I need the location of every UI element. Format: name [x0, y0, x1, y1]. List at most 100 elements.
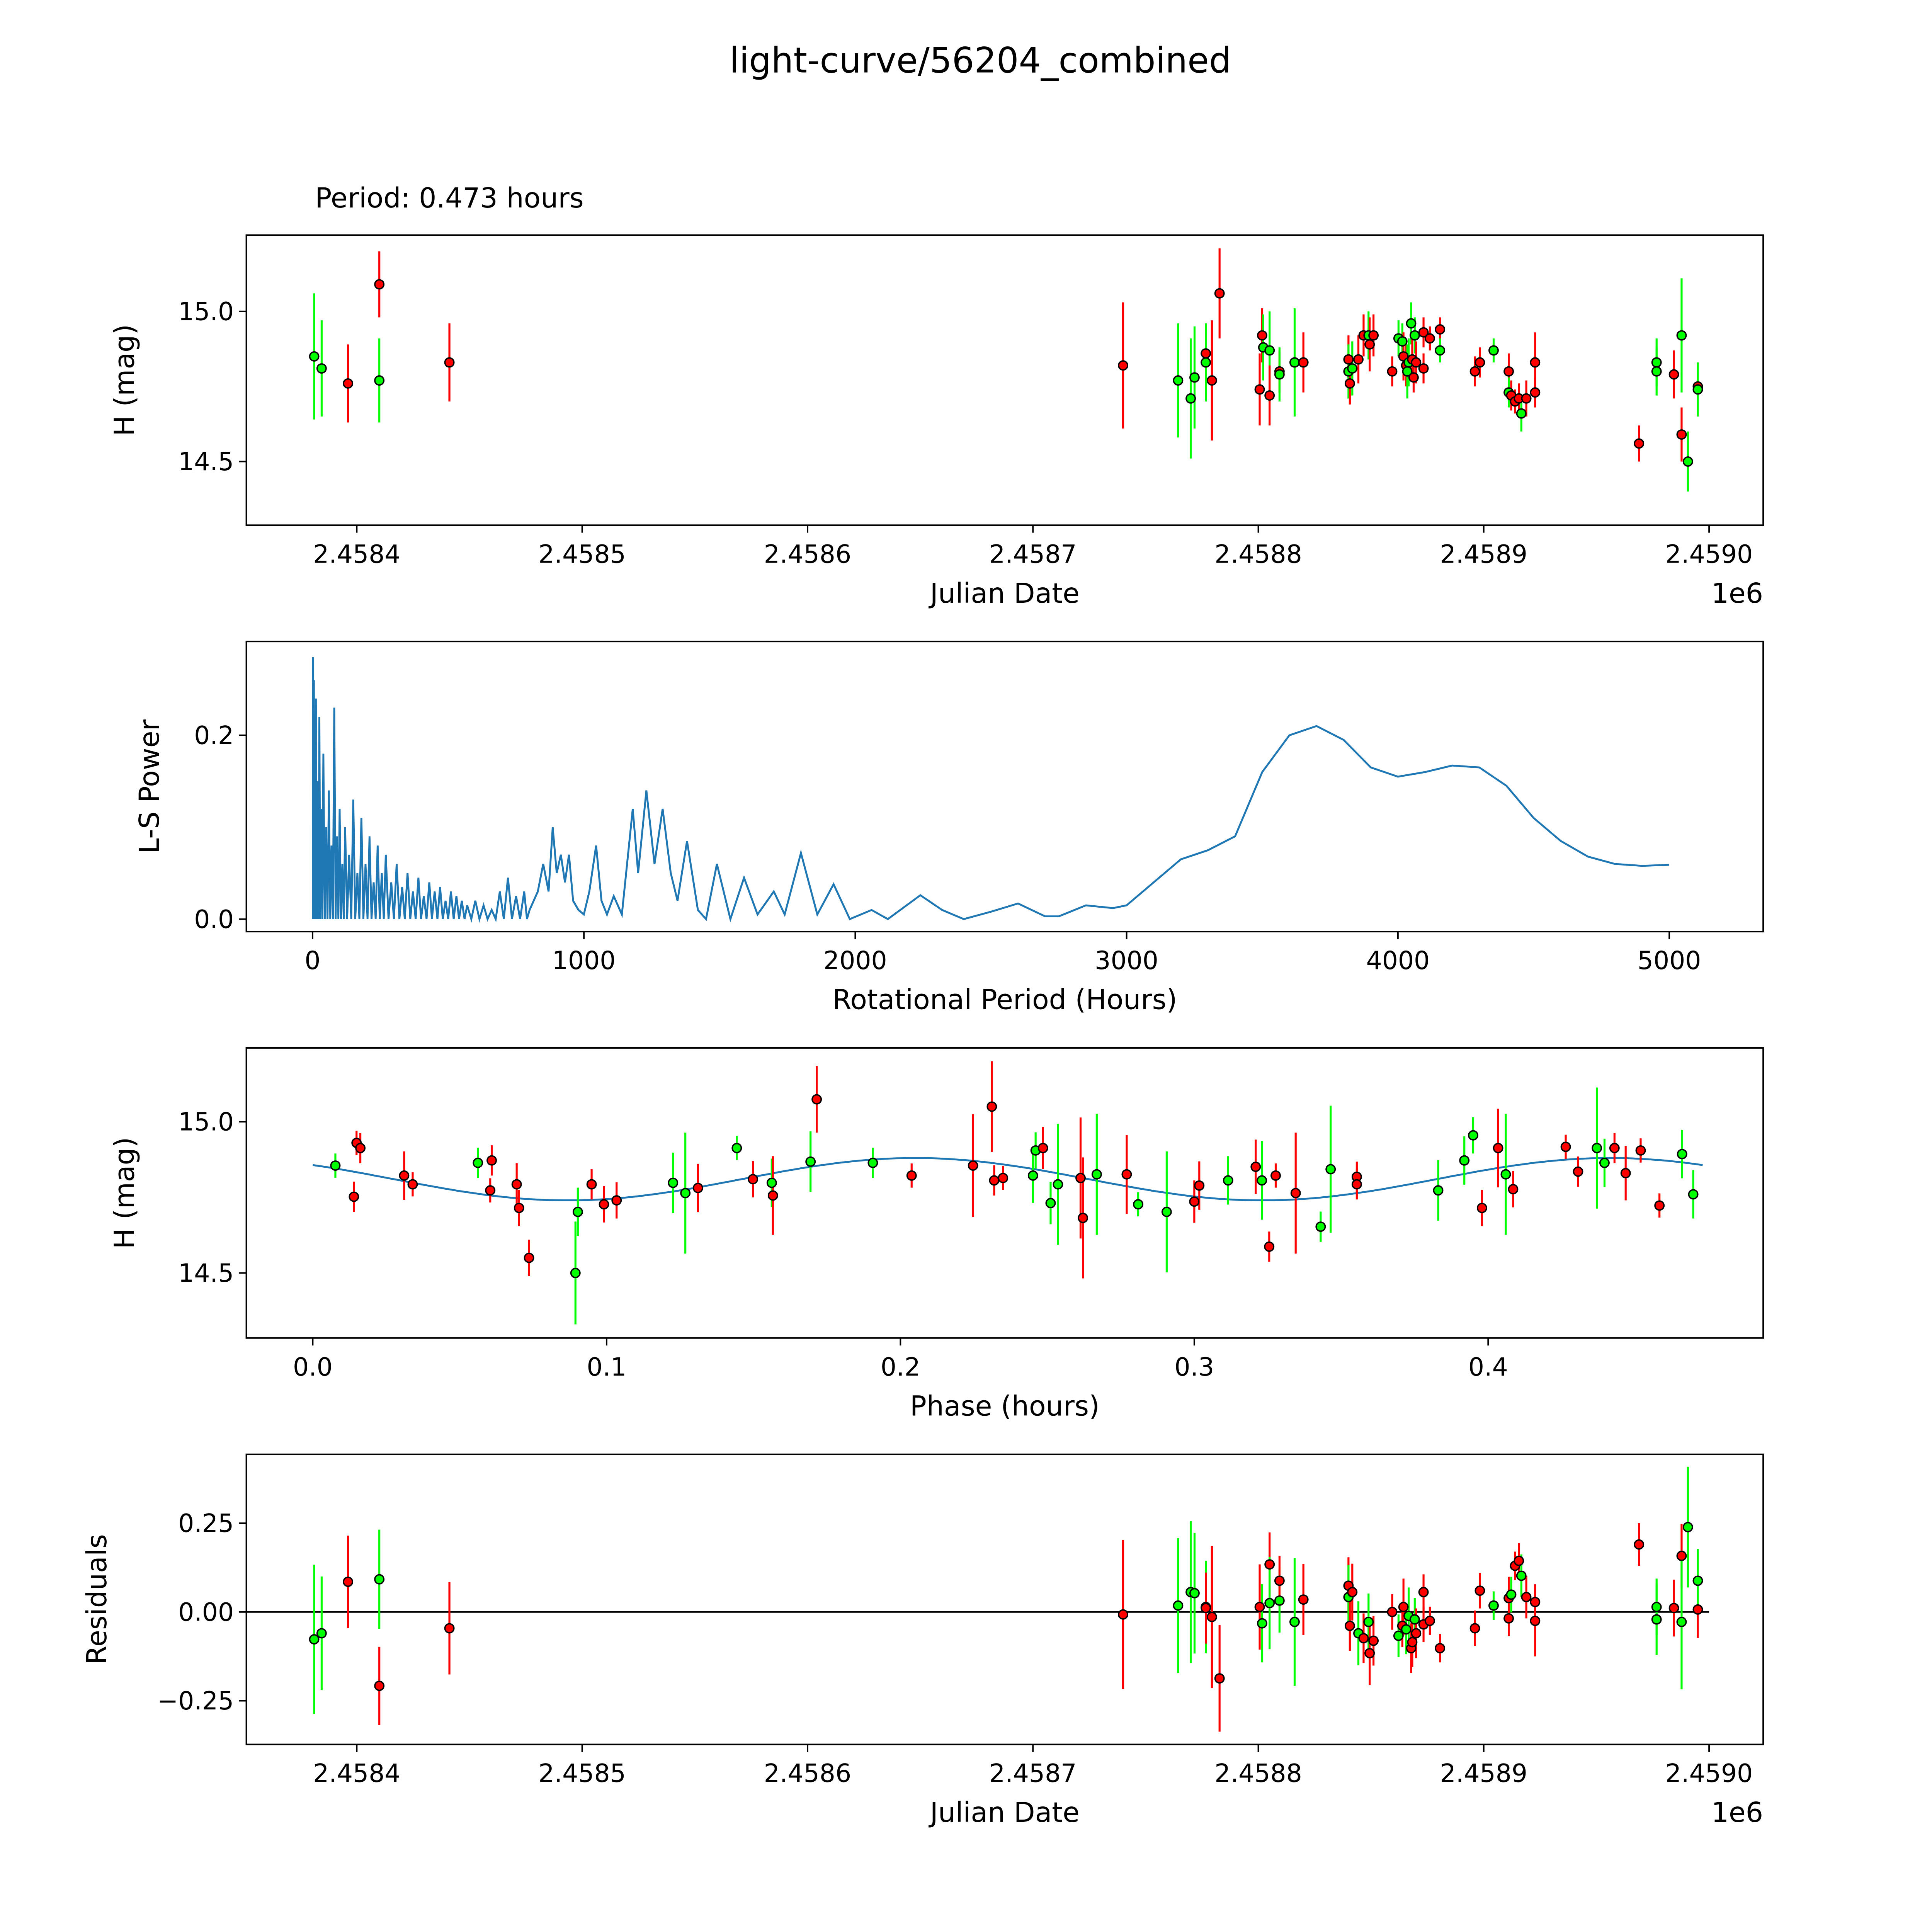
- data-point-red: [374, 279, 385, 290]
- data-point-red: [1503, 366, 1514, 377]
- data-point-red: [1514, 1556, 1524, 1566]
- data-point-green: [1692, 1575, 1703, 1586]
- data-point-red: [1121, 1169, 1132, 1180]
- data-point-red: [767, 1190, 778, 1201]
- data-point-red: [1387, 366, 1398, 377]
- data-point-red: [343, 378, 354, 389]
- x-tick-label: 4000: [1366, 946, 1430, 975]
- data-point-red: [989, 1175, 1000, 1186]
- data-point-green: [374, 375, 385, 386]
- data-point-green: [1676, 330, 1687, 341]
- x-tick-label: 2.4590: [1665, 540, 1753, 569]
- data-point-green: [1347, 363, 1358, 374]
- data-point-red: [1435, 324, 1446, 335]
- data-point-red: [1364, 339, 1375, 350]
- data-point-red: [1078, 1213, 1088, 1223]
- x-offset-text: 1e6: [1711, 1796, 1763, 1828]
- data-point-red: [1358, 1633, 1369, 1644]
- data-point-red: [1668, 1603, 1679, 1614]
- data-point-red: [811, 1094, 822, 1105]
- data-point-green: [1289, 357, 1300, 368]
- data-point-red: [1344, 378, 1355, 389]
- data-point-green: [316, 363, 327, 374]
- data-point-green: [1133, 1199, 1144, 1210]
- data-point-red: [1254, 1602, 1265, 1612]
- x-tick-label: 3000: [1095, 946, 1158, 975]
- data-point-red: [1118, 1609, 1128, 1620]
- data-point-green: [1409, 330, 1420, 341]
- data-point-red: [1476, 1202, 1487, 1213]
- data-point-green: [731, 1143, 742, 1153]
- data-point-green: [1173, 375, 1184, 386]
- data-point-red: [1201, 1603, 1211, 1614]
- data-point-red: [444, 357, 455, 368]
- x-axis-label: Phase (hours): [910, 1390, 1100, 1422]
- data-point-red: [355, 1143, 366, 1153]
- data-point-green: [1651, 1614, 1662, 1625]
- y-tick-label: 14.5: [178, 1259, 234, 1288]
- x-axis-label: Julian Date: [929, 577, 1080, 609]
- data-point-red: [1503, 1613, 1514, 1624]
- data-point-green: [570, 1268, 581, 1278]
- figure-title: light-curve/56204_combined: [730, 41, 1231, 81]
- data-point-green: [1289, 1617, 1300, 1627]
- data-point-green: [680, 1188, 691, 1199]
- panel-residuals: 2.4584 2.4585 2.4586 2.4587 2.4588 2.4589 2.45…: [81, 1453, 1764, 1828]
- x-tick-label: 0.4: [1468, 1353, 1508, 1382]
- data-point-green: [1223, 1175, 1233, 1186]
- axes-frame: [245, 641, 1764, 932]
- data-point-green: [309, 351, 320, 362]
- data-point-green: [1506, 1589, 1517, 1600]
- data-point-red: [1364, 1648, 1375, 1658]
- data-point-green: [1053, 1179, 1063, 1190]
- data-point-red: [1214, 288, 1225, 299]
- x-tick-label: 2.4589: [1440, 1759, 1527, 1788]
- data-point-green: [1435, 345, 1446, 356]
- data-point-green: [1468, 1130, 1478, 1141]
- data-point-green: [1189, 372, 1200, 383]
- data-point-green: [1599, 1158, 1610, 1168]
- x-offset-text: 1e6: [1711, 577, 1763, 609]
- data-point-red: [1475, 357, 1485, 368]
- data-point-green: [1433, 1185, 1444, 1196]
- data-point-red: [968, 1160, 978, 1171]
- data-point-red: [1343, 354, 1354, 365]
- data-point-green: [1257, 1175, 1267, 1186]
- panel-phased: 0.0 0.1 0.2 0.3 0.4 14.5 15.0 Phase (hours) H (m…: [108, 1047, 1764, 1422]
- data-point-red: [1344, 1621, 1355, 1631]
- x-tick-label: 2.4586: [764, 540, 851, 569]
- data-point-red: [1201, 348, 1211, 359]
- plot-area: [246, 1466, 1709, 1732]
- data-point-red: [486, 1155, 497, 1166]
- data-point-red: [1298, 357, 1309, 368]
- data-point-green: [1264, 345, 1275, 356]
- x-tick-label: 2.4586: [764, 1759, 851, 1788]
- data-point-green: [1676, 1617, 1687, 1627]
- data-point-green: [1201, 357, 1211, 368]
- period-annotation: Period: 0.473 hours: [315, 182, 584, 214]
- data-point-red: [1530, 357, 1541, 368]
- data-point-red: [1635, 1145, 1646, 1156]
- data-point-green: [316, 1628, 327, 1639]
- axes-frame: [245, 1047, 1764, 1339]
- data-point-red: [1692, 1604, 1703, 1615]
- data-point-green: [1516, 408, 1527, 419]
- data-point-red: [1609, 1143, 1620, 1153]
- panel-periodogram: 0 1000 2000 3000 4000 5000 0.0 0.2 Rotational Pe…: [133, 641, 1764, 1016]
- data-point-red: [1418, 363, 1429, 374]
- data-point-red: [1530, 387, 1541, 398]
- data-point-green: [1459, 1155, 1470, 1166]
- data-point-green: [1185, 393, 1196, 404]
- data-point-red: [1668, 369, 1679, 380]
- data-point-red: [1206, 1612, 1217, 1622]
- data-point-green: [1315, 1221, 1326, 1232]
- data-point-red: [1353, 354, 1364, 365]
- data-point-green: [1325, 1164, 1336, 1175]
- data-point-red: [1387, 1607, 1398, 1617]
- data-point-green: [1692, 384, 1703, 395]
- data-point-red: [599, 1199, 609, 1210]
- data-point-red: [514, 1202, 524, 1213]
- y-tick-label: −0.25: [157, 1687, 234, 1716]
- data-point-red: [399, 1170, 410, 1181]
